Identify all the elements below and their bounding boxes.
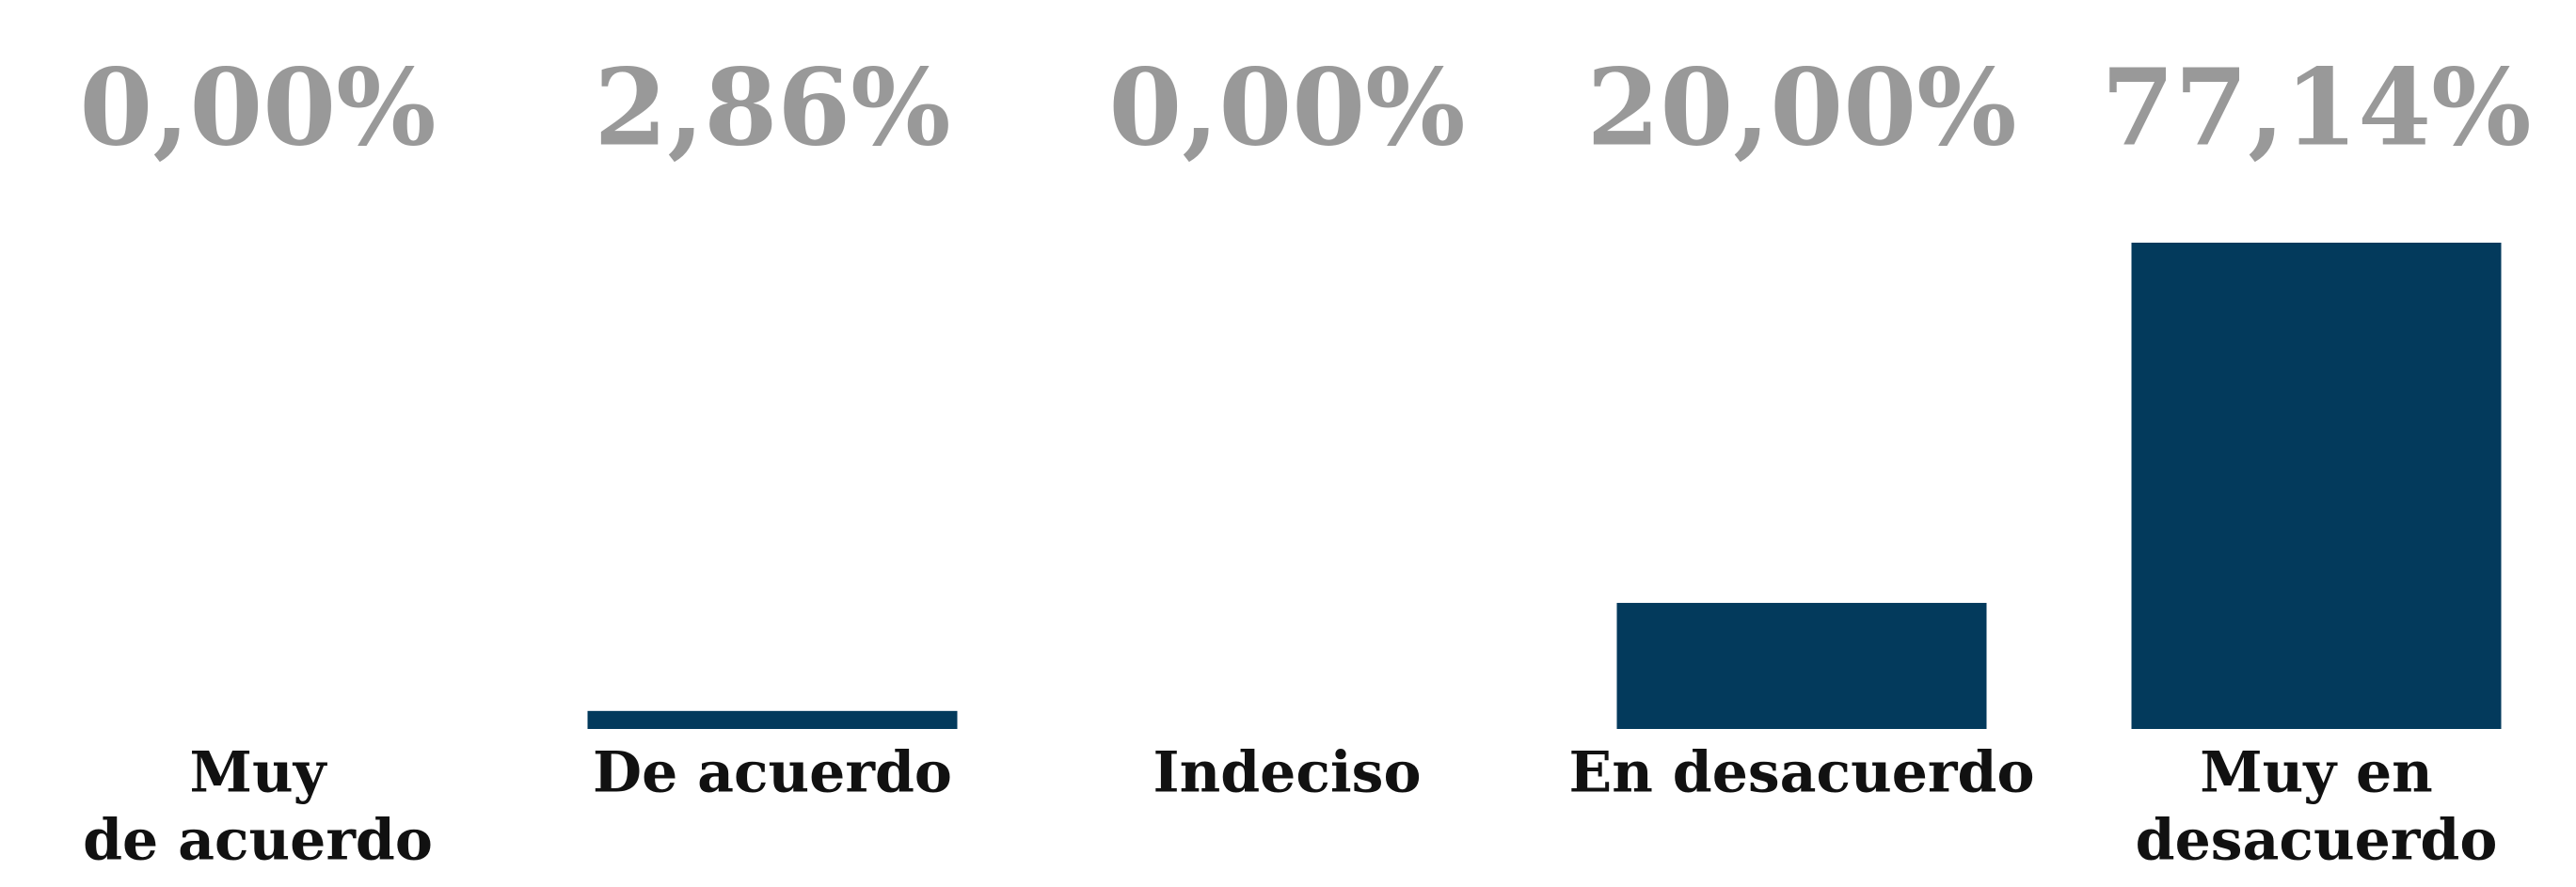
category-label: desacuerdo — [2136, 808, 2498, 874]
bar — [2131, 243, 2502, 729]
bar — [587, 710, 958, 729]
category-label: Indeciso — [1153, 740, 1422, 806]
value-label: 20,00% — [1586, 46, 2016, 169]
category-label: Muy en — [2200, 740, 2433, 806]
bar — [1616, 602, 1987, 729]
category-label: En desacuerdo — [1569, 740, 2035, 806]
category-label: De acuerdo — [593, 740, 952, 806]
category-label: de acuerdo — [83, 808, 433, 874]
category-label: Muy — [190, 740, 328, 806]
value-label: 2,86% — [594, 46, 950, 169]
value-label: 0,00% — [79, 46, 436, 169]
value-label: 0,00% — [1108, 46, 1465, 169]
value-label: 77,14% — [2101, 46, 2531, 169]
